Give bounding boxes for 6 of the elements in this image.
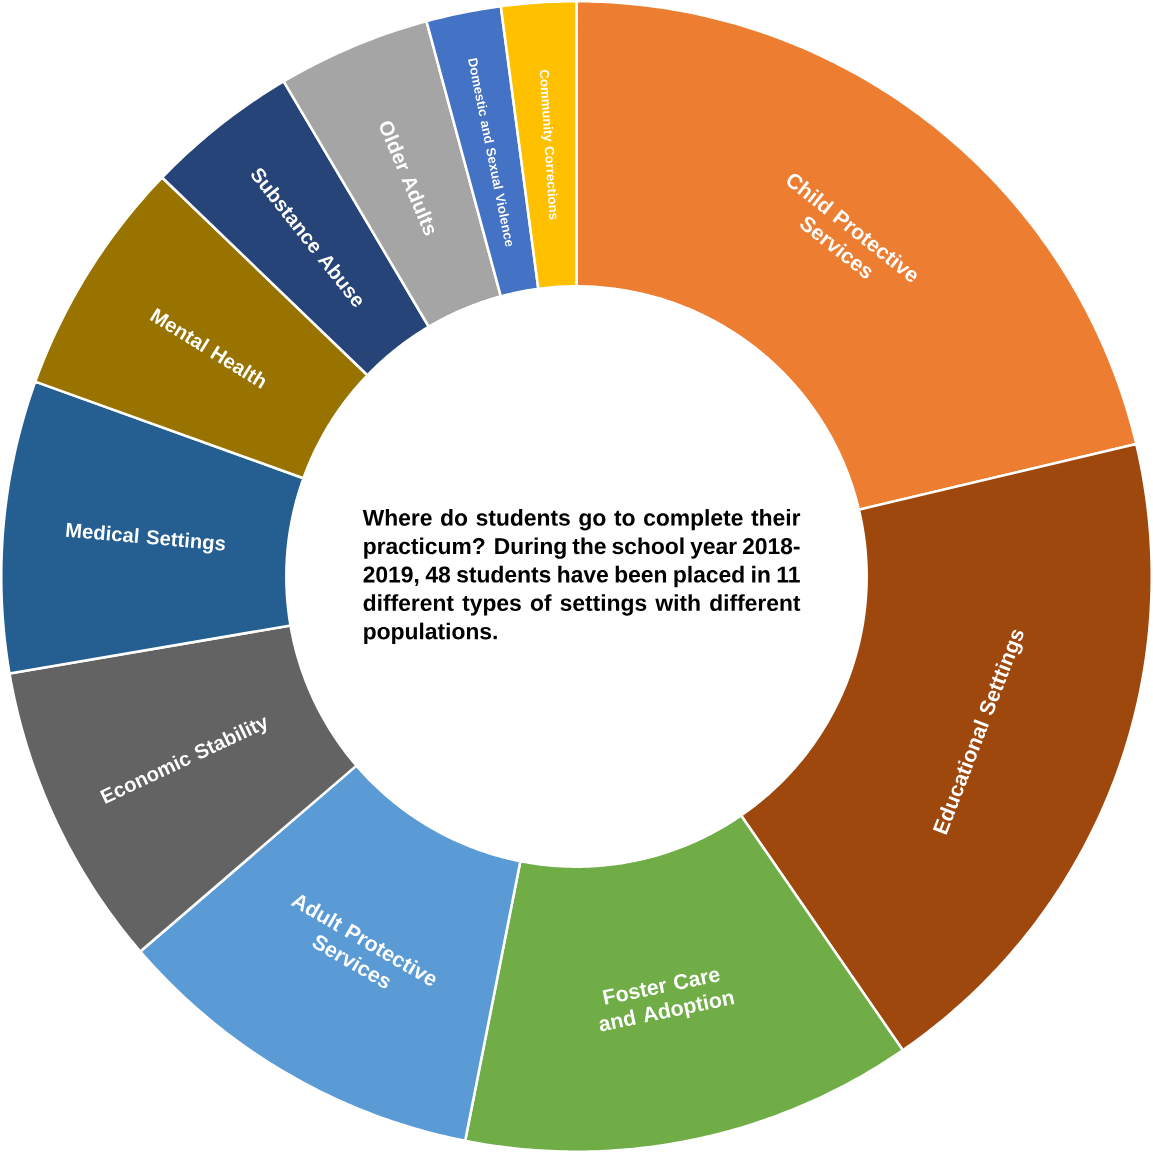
slice-label: Older Adults — [380, 121, 435, 236]
text: Where do students go to complete their practicum? During the school year 2018-2019, 48 students have been placed in 11 different types of settings with different populations. — [362, 509, 801, 644]
slice-label: Medical Settings — [66, 522, 225, 554]
slice-label: Community Corrections — [539, 69, 558, 220]
slice-label: Domestic and Sexual Violence — [468, 57, 513, 247]
slice-label: Foster Care and Adoption — [599, 970, 735, 1032]
